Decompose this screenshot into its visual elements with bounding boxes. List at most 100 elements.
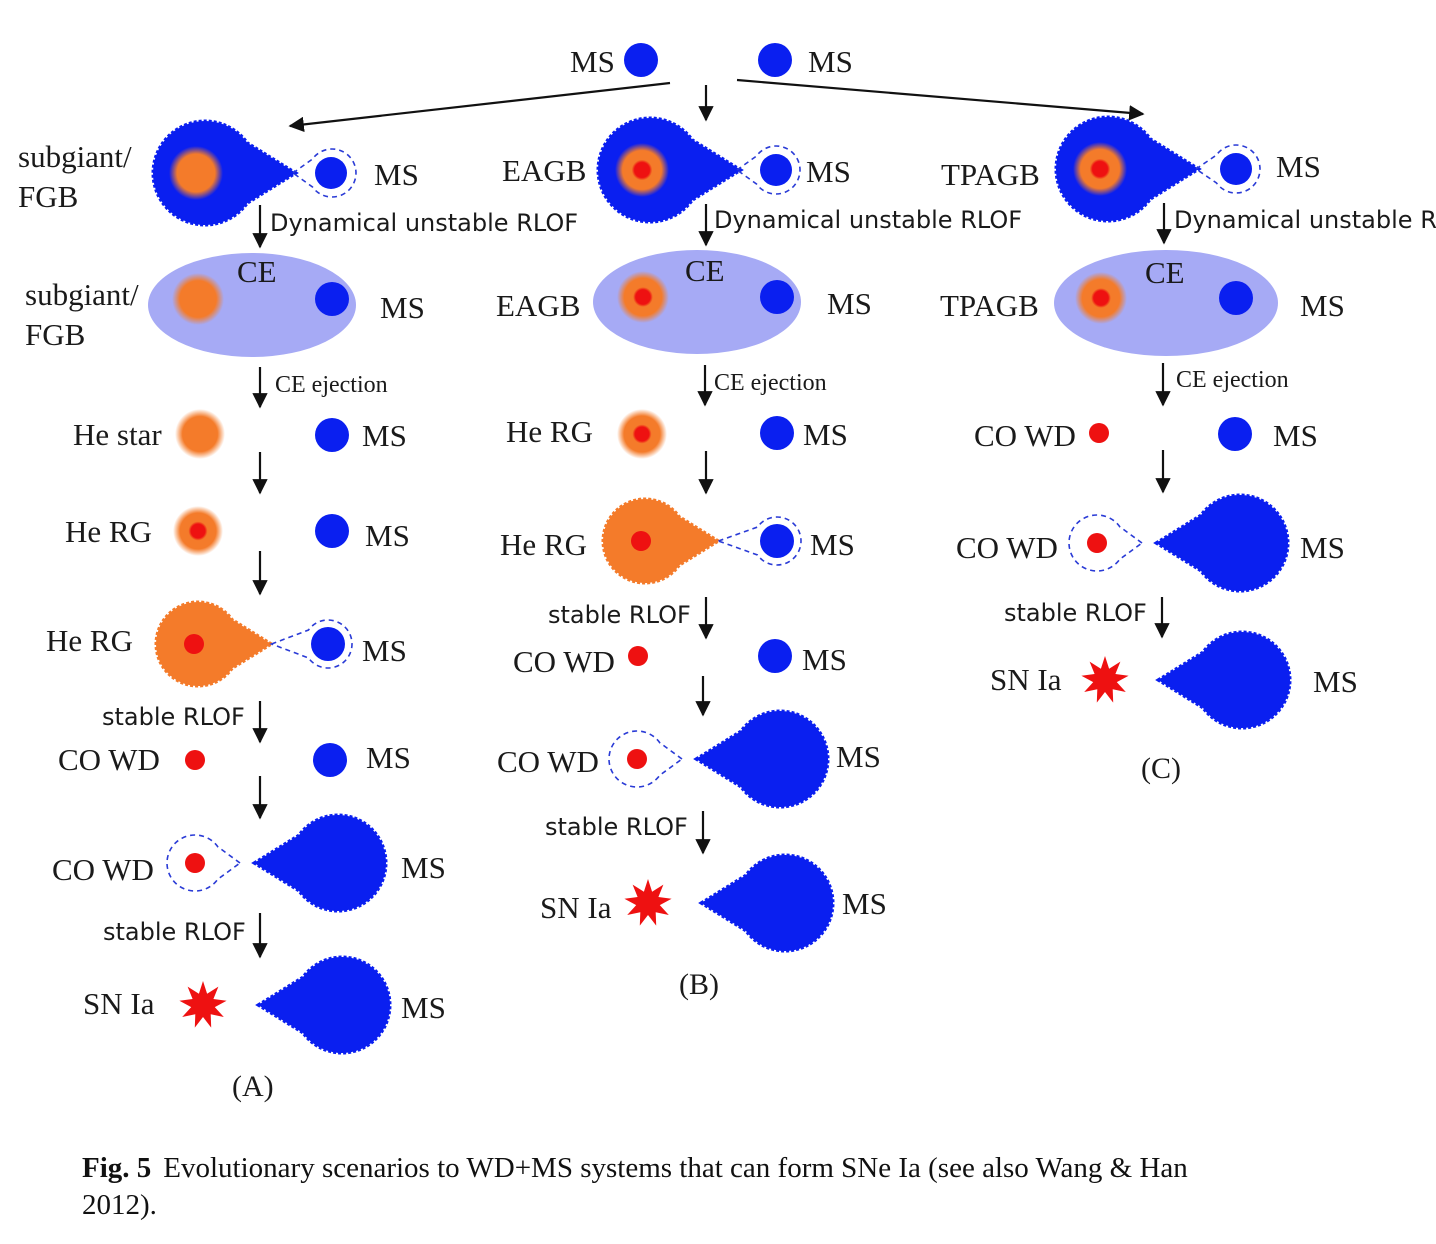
c-ms-roche-lobe: [1194, 144, 1261, 194]
a-ms-label-4: MS: [365, 518, 410, 553]
a-co-wd-2: [185, 853, 205, 873]
a-subgiant-ce-label: subgiant/FGB: [25, 277, 139, 352]
b-co-wd-2: [627, 749, 647, 769]
b-arrow-label-2: CE ejection: [714, 370, 827, 396]
b-eagb-label-2: EAGB: [496, 288, 580, 323]
c-co-wd-2: [1087, 533, 1107, 553]
c-ms-lobe-5: [1155, 630, 1292, 730]
a-ms-star-6: [313, 743, 347, 777]
panel-c-label: (C): [1141, 752, 1181, 785]
a-sn-ia-star: [179, 981, 227, 1028]
a-ms-star-3: [315, 418, 349, 452]
b-ms-label-4: MS: [810, 527, 855, 562]
top-ms-left-star: [624, 43, 658, 77]
b-ms-label-2: MS: [827, 286, 872, 321]
b-ce-core: [617, 271, 669, 323]
a-co-wd-label-1: CO WD: [58, 742, 160, 777]
caption-fig-label: Fig. 5: [82, 1152, 152, 1184]
b-arrow-label-6: stable RLOF: [545, 813, 688, 841]
b-ms-star-5: [758, 639, 792, 673]
b-ms-roche-lobe: [735, 145, 801, 195]
b-wd-roche-lobe-6: [608, 730, 684, 788]
c-co-wd-1: [1089, 423, 1109, 443]
branch-arrow-c: [736, 78, 1145, 121]
a-ms-star-5: [311, 627, 345, 661]
b-arrow-label-1: Dynamical unstable RLOF: [714, 206, 1022, 234]
b-ms-label-6: MS: [836, 739, 881, 774]
c-ms-star-1: [1220, 153, 1252, 185]
c-ms-label-1: MS: [1276, 149, 1321, 184]
b-ce-ms-star: [760, 280, 794, 314]
a-co-wd-1: [185, 750, 205, 770]
a-arrow-label-7: stable RLOF: [103, 918, 246, 946]
panel-a-label: (A): [232, 1070, 274, 1103]
c-wd-roche-lobe-4: [1068, 514, 1144, 572]
a-ms-label-1: MS: [374, 157, 419, 192]
a-ms-label-7: MS: [401, 850, 446, 885]
a-ms-lobe-7: [251, 813, 388, 913]
b-ce-label: CE: [685, 253, 725, 288]
b-he-rg-lobe: [601, 497, 722, 585]
a-ce-ms-star: [315, 282, 349, 316]
shapes-layer: [148, 43, 1292, 1055]
a-ce-label: CE: [237, 254, 277, 289]
b-ms-roche-lobe-4: [716, 516, 802, 566]
panel-b-label: (B): [679, 968, 719, 1001]
c-ce-label: CE: [1145, 255, 1185, 290]
c-ms-lobe-4: [1153, 493, 1290, 593]
b-sn-ia-star: [624, 879, 672, 926]
caption-text: Evolutionary scenarios to WD+MS systems …: [82, 1152, 1188, 1221]
c-tpagb-label-2: TPAGB: [940, 288, 1039, 323]
b-ms-lobe-7: [698, 853, 835, 953]
c-ce-core: [1075, 272, 1127, 324]
b-he-rg-core: [631, 531, 651, 551]
c-co-wd-label-1: CO WD: [974, 418, 1076, 453]
b-ms-label-7: MS: [842, 886, 887, 921]
b-co-wd-1: [628, 646, 648, 666]
a-ms-star: [315, 157, 347, 189]
a-he-rg-core: [184, 634, 204, 654]
c-sn-ia-star: [1081, 656, 1129, 703]
a-he-star-label: He star: [73, 417, 162, 452]
c-donor-lobe: [1054, 115, 1202, 223]
b-he-rg-star: [617, 409, 667, 459]
c-tpagb-label-1: TPAGB: [941, 157, 1040, 192]
a-ms-lobe-8: [255, 955, 392, 1055]
b-arrow-label-4: stable RLOF: [548, 601, 691, 629]
c-ms-label-4: MS: [1300, 530, 1345, 565]
a-ms-label-6: MS: [366, 740, 411, 775]
a-ms-star-4: [315, 514, 349, 548]
c-ms-star-3: [1218, 417, 1252, 451]
c-arrow-label-4: stable RLOF: [1004, 599, 1147, 627]
b-donor-core: [615, 143, 669, 197]
branch-arrow-a: [288, 81, 671, 133]
a-he-star: [175, 409, 225, 459]
c-ms-label-2: MS: [1300, 288, 1345, 323]
b-ms-star-4: [760, 524, 794, 558]
a-ms-label-3: MS: [362, 418, 407, 453]
c-ms-label-5: MS: [1313, 664, 1358, 699]
a-he-rg-label-1: He RG: [65, 514, 152, 549]
c-arrow-label-2: CE ejection: [1176, 367, 1289, 393]
b-ms-star-3: [760, 416, 794, 450]
a-arrow-label-5: stable RLOF: [102, 703, 245, 731]
b-he-rg-label-2: He RG: [500, 527, 587, 562]
c-arrow-label-1: Dynamical unstable RLOF: [1174, 206, 1436, 234]
c-ce-ms-star: [1219, 281, 1253, 315]
a-ms-label-5: MS: [362, 633, 407, 668]
a-subgiant-label: subgiant/FGB: [18, 139, 132, 214]
c-ms-label-3: MS: [1273, 418, 1318, 453]
a-ms-label-8: MS: [401, 990, 446, 1025]
c-co-wd-label-2: CO WD: [956, 530, 1058, 565]
b-ms-label-1: MS: [806, 154, 851, 189]
c-donor-core: [1073, 142, 1127, 196]
b-ms-label-3: MS: [803, 417, 848, 452]
figure-caption: Fig. 5 Evolutionary scenarios to WD+MS sy…: [82, 1150, 1242, 1224]
a-arrow-label-1: Dynamical unstable RLOF: [270, 209, 578, 237]
a-co-wd-label-2: CO WD: [52, 852, 154, 887]
b-sn-ia-label: SN Ia: [540, 890, 612, 925]
a-ms-roche-lobe-5: [269, 619, 353, 669]
a-donor-core: [169, 146, 223, 200]
b-co-wd-label-1: CO WD: [513, 644, 615, 679]
a-he-rg-lobe: [154, 600, 275, 688]
